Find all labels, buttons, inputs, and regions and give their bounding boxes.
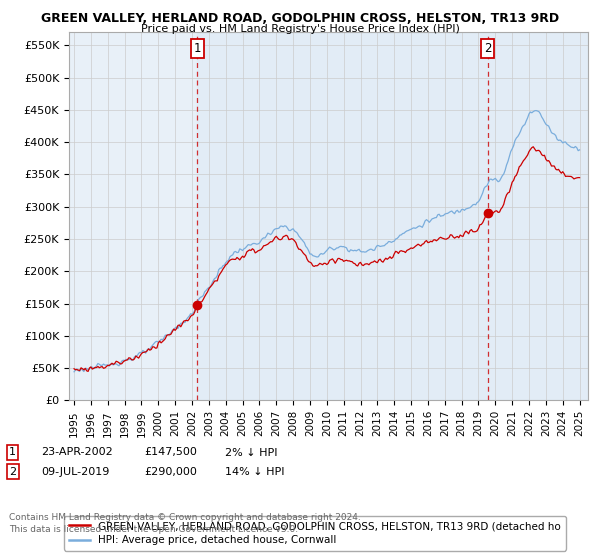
- Text: GREEN VALLEY, HERLAND ROAD, GODOLPHIN CROSS, HELSTON, TR13 9RD: GREEN VALLEY, HERLAND ROAD, GODOLPHIN CR…: [41, 12, 559, 25]
- Legend: GREEN VALLEY, HERLAND ROAD, GODOLPHIN CROSS, HELSTON, TR13 9RD (detached ho, HPI: GREEN VALLEY, HERLAND ROAD, GODOLPHIN CR…: [64, 516, 566, 550]
- Text: £290,000: £290,000: [144, 466, 197, 477]
- Text: Price paid vs. HM Land Registry's House Price Index (HPI): Price paid vs. HM Land Registry's House …: [140, 24, 460, 34]
- Text: 2: 2: [9, 466, 16, 477]
- Text: 2: 2: [484, 42, 491, 55]
- Text: 09-JUL-2019: 09-JUL-2019: [41, 466, 109, 477]
- Text: 14% ↓ HPI: 14% ↓ HPI: [225, 466, 284, 477]
- Text: 1: 1: [193, 42, 201, 55]
- Bar: [197, 32, 588, 400]
- Text: 23-APR-2002: 23-APR-2002: [41, 447, 113, 458]
- Text: This data is licensed under the Open Government Licence v3.0.: This data is licensed under the Open Gov…: [9, 525, 298, 534]
- Text: £147,500: £147,500: [144, 447, 197, 458]
- Text: Contains HM Land Registry data © Crown copyright and database right 2024.: Contains HM Land Registry data © Crown c…: [9, 514, 361, 522]
- Text: 1: 1: [9, 447, 16, 458]
- Text: 2% ↓ HPI: 2% ↓ HPI: [225, 447, 277, 458]
